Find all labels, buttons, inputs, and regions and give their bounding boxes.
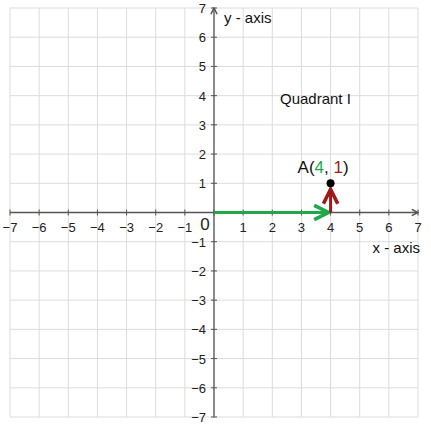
- grid-line: [68, 8, 69, 417]
- grid-line: [10, 329, 418, 330]
- tick-label: 7: [414, 220, 421, 235]
- point-label: A(4, 1): [298, 158, 349, 177]
- tick-label: −5: [61, 220, 76, 235]
- tick: [418, 210, 419, 216]
- chart: −7−6−5−4−3−2−101234567−7−6−5−4−3−2−11234…: [0, 0, 431, 434]
- grid-line: [10, 124, 418, 125]
- grid-line: [184, 8, 185, 417]
- grid-line: [10, 417, 418, 418]
- grid-line: [10, 183, 418, 184]
- tick-label: −7: [191, 410, 206, 425]
- grid: [10, 8, 418, 417]
- tick: [211, 329, 217, 330]
- tick-label: 6: [199, 30, 206, 45]
- tick-label: −3: [119, 220, 134, 235]
- tick-label: 4: [199, 89, 206, 104]
- grid-line: [359, 8, 360, 417]
- grid-line: [97, 8, 98, 417]
- grid-line: [126, 8, 127, 417]
- tick-label: −3: [191, 293, 206, 308]
- tick: [211, 358, 217, 359]
- tick: [211, 37, 217, 38]
- x-axis-label: x - axis: [372, 239, 420, 256]
- tick: [211, 387, 217, 388]
- tick: [211, 241, 217, 242]
- tick-label: −1: [191, 235, 206, 250]
- grid-line: [330, 8, 331, 417]
- tick-label: 5: [199, 59, 206, 74]
- tick-label: −4: [191, 322, 206, 337]
- grid-line: [10, 154, 418, 155]
- grid-line: [10, 8, 11, 417]
- tick: [39, 210, 40, 216]
- tick: [211, 270, 217, 271]
- tick-label: 6: [385, 220, 392, 235]
- tick-label: 0: [200, 215, 209, 234]
- x-component-arrow: [214, 211, 329, 214]
- tick-label: −2: [148, 220, 163, 235]
- grid-line: [10, 8, 418, 9]
- annotation: Quadrant I: [280, 90, 351, 107]
- tick: [155, 210, 156, 216]
- grid-line: [10, 387, 418, 388]
- tick-label: 2: [269, 220, 276, 235]
- tick: [359, 210, 360, 216]
- tick: [211, 8, 217, 9]
- tick-label: −2: [191, 264, 206, 279]
- tick-label: 3: [199, 118, 206, 133]
- tick: [211, 95, 217, 96]
- tick: [68, 210, 69, 216]
- tick: [211, 66, 217, 67]
- grid-line: [418, 8, 419, 417]
- grid-line: [10, 241, 418, 242]
- labels: A(4, 1): [298, 158, 349, 177]
- tick-label: −6: [191, 381, 206, 396]
- axes: −7−6−5−4−3−2−101234567−7−6−5−4−3−2−11234…: [3, 1, 422, 425]
- grid-line: [155, 8, 156, 417]
- tick-label: 4: [327, 220, 334, 235]
- grid-line: [10, 95, 418, 96]
- tick-label: −1: [177, 220, 192, 235]
- y-component-arrow: [329, 189, 332, 212]
- tick: [388, 210, 389, 216]
- tick: [211, 124, 217, 125]
- grid-line: [10, 300, 418, 301]
- grid-line: [10, 37, 418, 38]
- y-axis-label: y - axis: [224, 9, 272, 26]
- tick-label: 1: [240, 220, 247, 235]
- data: [214, 179, 335, 212]
- tick-label: −7: [3, 220, 18, 235]
- tick: [97, 210, 98, 216]
- grid-line: [39, 8, 40, 417]
- tick: [211, 183, 217, 184]
- tick-label: −5: [191, 352, 206, 367]
- grid-line: [10, 66, 418, 67]
- tick-label: 2: [199, 147, 206, 162]
- tick-label: 1: [199, 176, 206, 191]
- tick-label: 5: [356, 220, 363, 235]
- grid-line: [10, 270, 418, 271]
- grid-line: [10, 358, 418, 359]
- tick: [10, 210, 11, 216]
- tick-label: −4: [90, 220, 105, 235]
- tick: [211, 417, 217, 418]
- x-axis-line: [10, 212, 418, 213]
- point: [327, 179, 335, 187]
- tick: [211, 300, 217, 301]
- tick-label: 7: [199, 1, 206, 16]
- tick-label: −6: [32, 220, 47, 235]
- tick: [211, 154, 217, 155]
- tick: [126, 210, 127, 216]
- tick-label: 3: [298, 220, 305, 235]
- grid-line: [388, 8, 389, 417]
- tick: [184, 210, 185, 216]
